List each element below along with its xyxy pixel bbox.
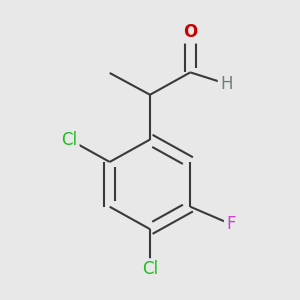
Text: Cl: Cl (61, 130, 77, 148)
Text: O: O (183, 23, 197, 41)
Text: H: H (220, 75, 233, 93)
Text: Cl: Cl (142, 260, 158, 278)
Text: F: F (226, 215, 236, 233)
